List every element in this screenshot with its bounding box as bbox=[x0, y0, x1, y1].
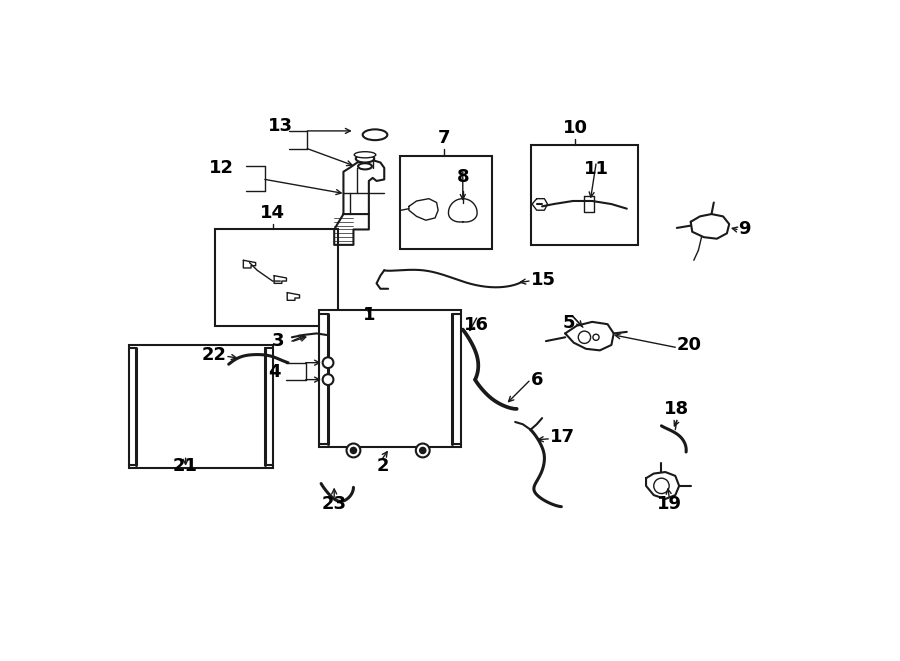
Text: 12: 12 bbox=[209, 159, 234, 177]
Text: 7: 7 bbox=[438, 129, 451, 147]
Circle shape bbox=[419, 447, 426, 453]
Text: 5: 5 bbox=[562, 314, 575, 332]
Circle shape bbox=[350, 447, 356, 453]
Text: 3: 3 bbox=[272, 332, 284, 350]
Ellipse shape bbox=[355, 152, 376, 158]
Circle shape bbox=[579, 331, 590, 344]
Circle shape bbox=[322, 358, 333, 368]
Bar bbox=[129, 345, 273, 468]
Text: 21: 21 bbox=[173, 457, 198, 475]
Text: 11: 11 bbox=[583, 160, 608, 178]
Text: 2: 2 bbox=[376, 457, 389, 475]
Bar bbox=[400, 156, 492, 249]
Bar bbox=[319, 310, 461, 447]
Text: 13: 13 bbox=[268, 116, 292, 135]
Circle shape bbox=[322, 374, 333, 385]
Bar bbox=[215, 229, 338, 326]
Circle shape bbox=[346, 444, 360, 457]
Text: 4: 4 bbox=[268, 363, 280, 381]
Text: 23: 23 bbox=[321, 495, 347, 513]
Text: 10: 10 bbox=[562, 119, 588, 137]
Text: 14: 14 bbox=[260, 204, 285, 222]
Circle shape bbox=[653, 478, 670, 494]
Circle shape bbox=[593, 334, 599, 340]
Text: 9: 9 bbox=[738, 221, 751, 239]
Text: 8: 8 bbox=[456, 168, 469, 186]
Ellipse shape bbox=[356, 155, 374, 163]
Text: 22: 22 bbox=[202, 346, 227, 364]
Text: 17: 17 bbox=[550, 428, 575, 446]
Text: 1: 1 bbox=[363, 307, 375, 325]
Ellipse shape bbox=[358, 163, 372, 169]
Text: 16: 16 bbox=[464, 316, 490, 334]
Text: 20: 20 bbox=[677, 336, 702, 354]
Text: 18: 18 bbox=[664, 400, 689, 418]
Bar bbox=[530, 145, 638, 245]
Text: 6: 6 bbox=[530, 371, 543, 389]
Circle shape bbox=[416, 444, 429, 457]
Text: 19: 19 bbox=[657, 495, 681, 513]
Text: 15: 15 bbox=[530, 270, 555, 288]
Ellipse shape bbox=[363, 130, 387, 140]
